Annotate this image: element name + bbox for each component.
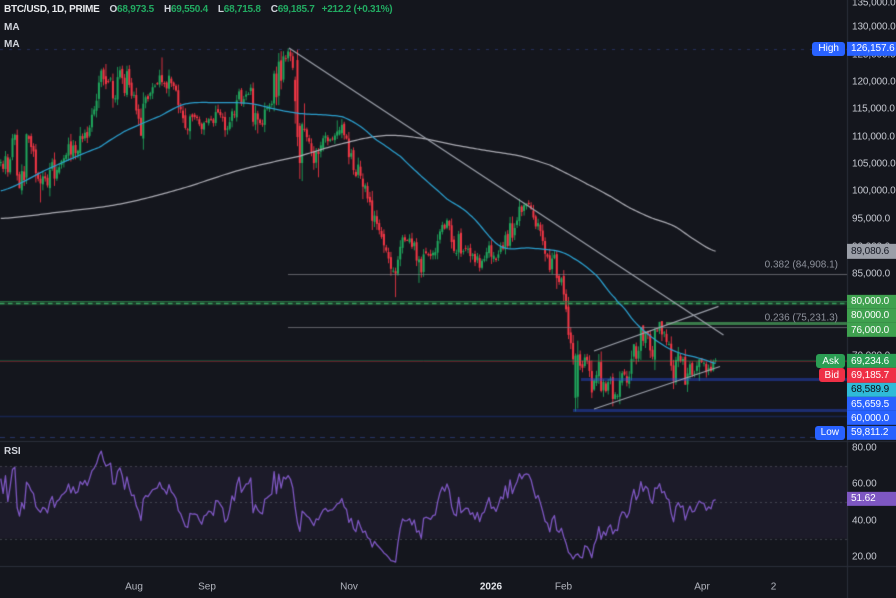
chart-canvas[interactable] [0, 0, 896, 598]
chart-app: BTC/USD, 1D, PRIME O68,973.5 H69,550.4 L68,… [0, 0, 896, 598]
